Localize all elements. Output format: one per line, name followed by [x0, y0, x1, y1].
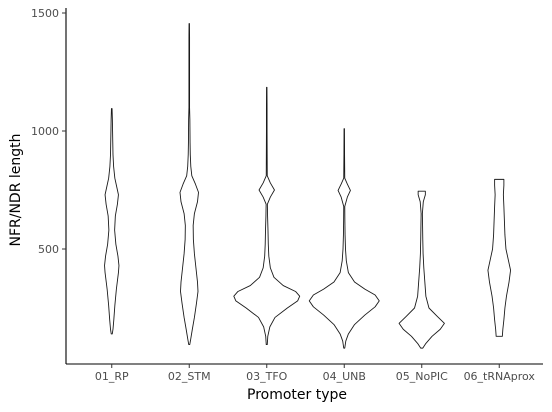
y-tick-label: 500: [38, 243, 59, 256]
y-tick-label: 1000: [31, 125, 59, 138]
x-tick-label: 06_tRNAprox: [464, 370, 536, 383]
violin-01_RP: [105, 109, 119, 334]
x-tick-label: 02_STM: [168, 370, 211, 383]
x-axis-title: Promoter type: [247, 387, 347, 403]
violin-04_UNB: [309, 129, 379, 348]
violin-03_TFO: [234, 87, 300, 344]
y-tick-label: 1500: [31, 7, 59, 20]
x-axis-ticks: 01_RP 02_STM 03_TFO 04_UNB 05_NoPIC 06_tRNApr…: [95, 364, 536, 383]
violin-06_tRNAprox: [488, 179, 511, 336]
x-tick-label: 03_TFO: [246, 370, 288, 383]
violin-series: [105, 24, 511, 349]
y-axis-title: NFR/NDR length: [8, 133, 24, 246]
y-axis-ticks: 500 1000 1500: [31, 7, 66, 256]
x-tick-label: 04_UNB: [323, 370, 366, 383]
violin-05_NoPIC: [399, 191, 444, 348]
x-tick-label: 01_RP: [95, 370, 129, 383]
x-tick-label: 05_NoPIC: [396, 370, 448, 383]
violin-02_STM: [180, 24, 199, 345]
